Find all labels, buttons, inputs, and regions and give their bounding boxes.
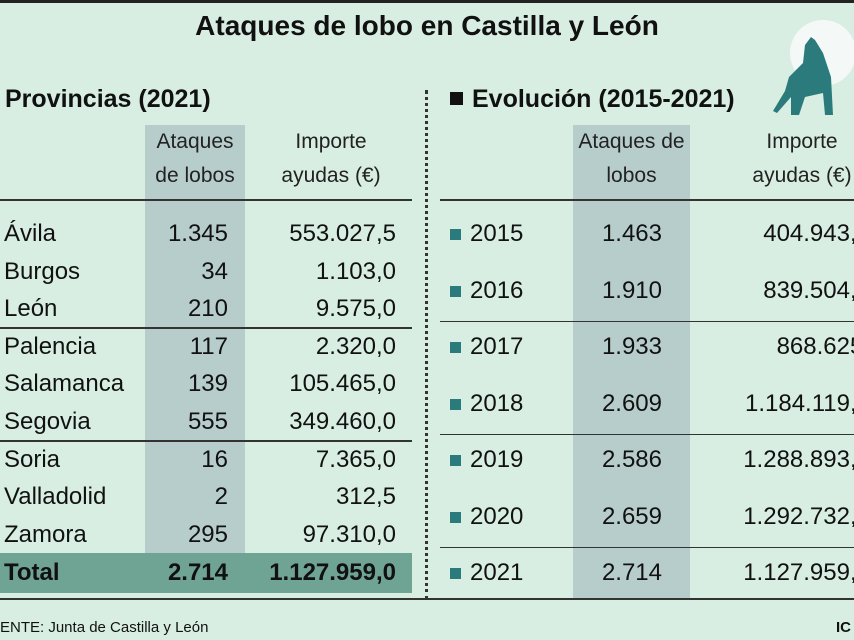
rule (0, 327, 412, 329)
amount: 9.575,0 (315, 295, 396, 323)
attacks: 34 (201, 257, 228, 285)
wolf-icon (773, 20, 854, 115)
attacks: 16 (201, 445, 228, 473)
shade-column (145, 125, 245, 553)
attacks: 210 (187, 295, 228, 323)
source: ENTE: Junta de Castilla y León (0, 619, 209, 636)
year: 2021 (470, 559, 524, 586)
bullet (450, 229, 461, 240)
total-amount: 1.127.959,0 (269, 559, 396, 586)
bullet (450, 511, 461, 523)
logo: IC (836, 619, 851, 636)
attacks: 2.714 (601, 559, 662, 586)
year: 2019 (470, 446, 524, 473)
attacks: 2 (214, 483, 228, 511)
province: Segovia (4, 408, 91, 435)
province: Salamanca (4, 370, 125, 398)
attacks: 1.345 (167, 220, 228, 247)
attacks: 1.463 (601, 220, 662, 247)
amount: 7.365,0 (315, 445, 396, 473)
amount: 1.184.119,2 (744, 389, 854, 417)
column-header: Importe ayudas (€) (752, 130, 852, 187)
attacks: 555 (187, 408, 228, 435)
year: 2018 (470, 389, 524, 417)
attacks: 1.933 (601, 333, 662, 360)
province: Ávila (4, 220, 57, 247)
column-header: Importe ayudas (€) (281, 130, 381, 187)
divider (425, 90, 428, 600)
rule (0, 598, 854, 600)
attacks: 1.910 (601, 276, 662, 304)
amount: 553.027,5 (289, 220, 396, 247)
bullet (450, 285, 461, 297)
amount: 839.504,2 (763, 276, 854, 304)
bullet (450, 398, 461, 410)
province: León (4, 295, 58, 323)
rule (440, 320, 854, 322)
bullet (450, 92, 463, 105)
attacks: 117 (189, 332, 228, 360)
column-header: Ataques de lobos (578, 130, 685, 187)
year: 2016 (470, 276, 524, 304)
amount: 97.310,0 (302, 520, 396, 548)
rule (440, 546, 854, 548)
attacks: 2.659 (601, 502, 662, 530)
amount: 1.127.959,0 (743, 559, 854, 586)
section-heading: Provincias (2021) (5, 85, 211, 113)
attacks: 2.609 (601, 389, 662, 417)
year: 2017 (470, 333, 524, 360)
column-header: Ataques de lobos (155, 130, 235, 187)
amount: 1.292.732,8 (743, 502, 854, 530)
amount: 2.320,0 (315, 332, 396, 360)
section-heading: Evolución (2015-2021) (472, 85, 735, 113)
attacks: 139 (187, 370, 228, 398)
rule (0, 199, 412, 201)
title: Ataques de lobo en Castilla y León (195, 10, 659, 41)
amount: 349.460,0 (289, 408, 396, 435)
top-rule (0, 0, 854, 3)
amount: 1.103,0 (315, 257, 396, 285)
amount: 404.943,2 (763, 220, 854, 247)
amount: 312,5 (335, 483, 396, 511)
bullet (450, 342, 461, 353)
province: Burgos (4, 257, 81, 285)
province: Palencia (4, 332, 97, 360)
shade-column (573, 125, 690, 600)
year: 2015 (470, 220, 524, 247)
wolf (773, 37, 833, 115)
province: Zamora (4, 520, 87, 548)
attacks: 2.586 (601, 446, 662, 473)
province: Valladolid (4, 483, 107, 511)
rule (440, 433, 854, 435)
rule (440, 199, 854, 201)
rule (0, 440, 412, 442)
total-label: Total (4, 559, 60, 586)
amount: 105.465,0 (289, 370, 396, 398)
year: 2020 (470, 502, 524, 530)
attacks: 295 (187, 520, 228, 548)
bullet (450, 568, 461, 579)
bullet (450, 455, 461, 466)
amount: 868.625, (776, 333, 854, 360)
province: Soria (4, 445, 61, 473)
total-band (0, 553, 412, 593)
total-attacks: 2.714 (167, 559, 228, 586)
amount: 1.288.893,7 (743, 446, 854, 473)
